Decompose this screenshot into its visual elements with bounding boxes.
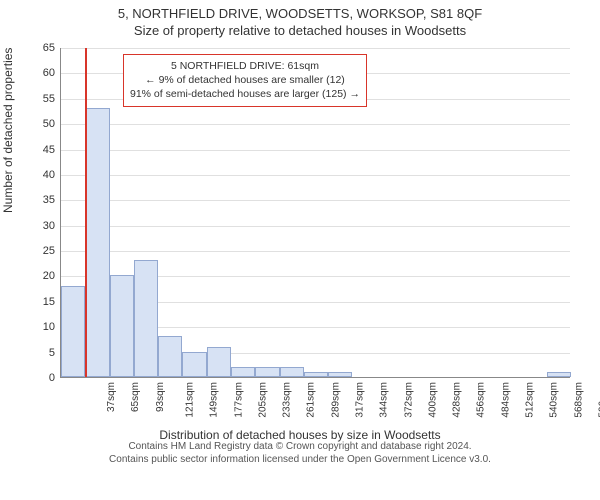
y-tick: 10 <box>25 321 55 333</box>
y-tick: 65 <box>25 42 55 54</box>
x-tick: 540sqm <box>549 382 560 418</box>
histogram-bar <box>61 286 85 377</box>
x-tick: 317sqm <box>355 382 366 418</box>
x-tick: 344sqm <box>379 382 390 418</box>
y-tick: 0 <box>25 372 55 384</box>
chart-titles: 5, NORTHFIELD DRIVE, WOODSETTS, WORKSOP,… <box>0 0 600 38</box>
x-tick: 65sqm <box>130 382 141 412</box>
histogram-bar <box>304 372 328 377</box>
y-tick: 60 <box>25 67 55 79</box>
plot-region: 5 NORTHFIELD DRIVE: 61sqm← 9% of detache… <box>60 48 570 378</box>
y-tick: 55 <box>25 93 55 105</box>
infobox-line: ← 9% of detached houses are smaller (12) <box>130 73 360 87</box>
y-tick: 35 <box>25 194 55 206</box>
x-tick: 484sqm <box>500 382 511 418</box>
x-axis-label: Distribution of detached houses by size … <box>0 428 600 442</box>
y-tick: 25 <box>25 245 55 257</box>
footer-attribution: Contains HM Land Registry data © Crown c… <box>0 438 600 466</box>
x-tick: 121sqm <box>185 382 196 418</box>
y-tick: 40 <box>25 169 55 181</box>
histogram-bar <box>110 275 134 377</box>
infobox-line: 91% of semi-detached houses are larger (… <box>130 87 360 101</box>
property-marker-line <box>85 48 87 377</box>
x-tick: 428sqm <box>452 382 463 418</box>
x-tick: 233sqm <box>282 382 293 418</box>
x-tick: 456sqm <box>476 382 487 418</box>
x-tick: 372sqm <box>403 382 414 418</box>
histogram-bar <box>280 367 304 377</box>
x-tick: 568sqm <box>573 382 584 418</box>
histogram-bar <box>255 367 279 377</box>
x-tick: 400sqm <box>427 382 438 418</box>
y-tick: 5 <box>25 347 55 359</box>
x-tick: 512sqm <box>525 382 536 418</box>
x-tick: 37sqm <box>106 382 117 412</box>
x-tick: 261sqm <box>306 382 317 418</box>
y-tick: 15 <box>25 296 55 308</box>
histogram-bar <box>134 260 158 377</box>
histogram-bar <box>231 367 255 377</box>
chart-area: Number of detached properties 5 NORTHFIE… <box>0 38 600 438</box>
y-tick: 20 <box>25 270 55 282</box>
y-tick: 50 <box>25 118 55 130</box>
x-tick: 177sqm <box>233 382 244 418</box>
histogram-bar <box>158 336 182 377</box>
x-tick: 93sqm <box>155 382 166 412</box>
infobox-line: 5 NORTHFIELD DRIVE: 61sqm <box>130 59 360 73</box>
histogram-bar <box>85 108 109 377</box>
x-tick: 205sqm <box>257 382 268 418</box>
x-tick: 149sqm <box>209 382 220 418</box>
histogram-bar <box>207 347 231 377</box>
title-subtitle: Size of property relative to detached ho… <box>0 23 600 38</box>
property-info-box: 5 NORTHFIELD DRIVE: 61sqm← 9% of detache… <box>123 54 367 107</box>
histogram-bar <box>182 352 206 377</box>
histogram-bar <box>547 372 571 377</box>
x-tick: 289sqm <box>330 382 341 418</box>
y-tick: 30 <box>25 220 55 232</box>
footer-line2: Contains public sector information licen… <box>0 453 600 466</box>
y-tick: 45 <box>25 144 55 156</box>
histogram-bar <box>328 372 352 377</box>
y-axis-label: Number of detached properties <box>1 48 15 213</box>
title-address: 5, NORTHFIELD DRIVE, WOODSETTS, WORKSOP,… <box>0 6 600 21</box>
